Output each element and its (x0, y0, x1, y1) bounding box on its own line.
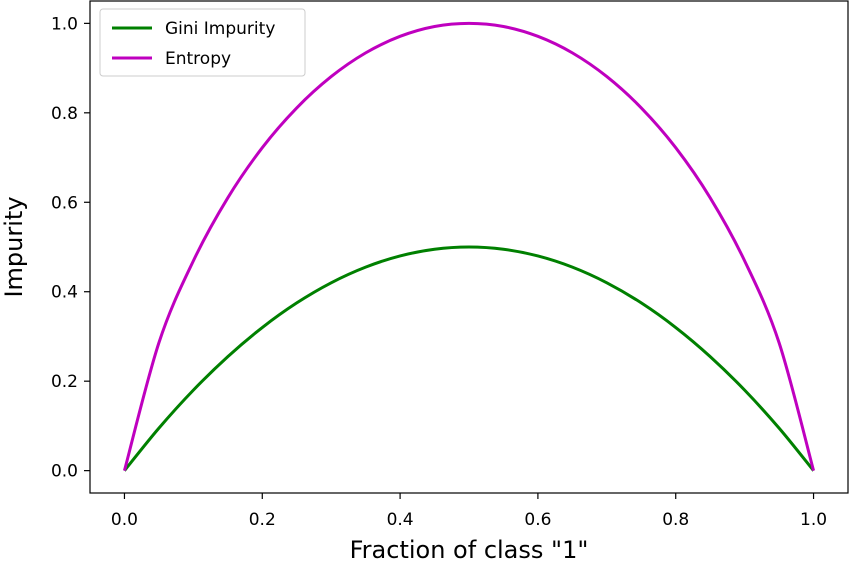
x-tick-label: 0.0 (111, 510, 138, 530)
y-axis-ticks: 0.0 0.2 0.4 0.6 0.8 1.0 (51, 14, 90, 482)
y-tick-label: 0.2 (51, 372, 78, 392)
legend-label-entropy: Entropy (165, 49, 231, 69)
x-tick-label: 0.6 (524, 510, 551, 530)
plot-frame (89, 0, 849, 494)
y-tick-label: 1.0 (51, 14, 78, 34)
x-tick-label: 1.0 (800, 510, 827, 530)
plot-lines (123, 21, 815, 472)
series-line-gini-impurity (123, 245, 815, 472)
x-axis-label: Fraction of class "1" (350, 536, 589, 564)
x-axis-ticks: 0.0 0.2 0.4 0.6 0.8 1.0 (111, 493, 827, 530)
legend: Gini Impurity Entropy (99, 8, 306, 77)
y-tick-label: 0.8 (51, 104, 78, 124)
x-tick-label: 0.8 (662, 510, 689, 530)
y-tick-label: 0.4 (51, 283, 78, 303)
legend-label-gini-impurity: Gini Impurity (165, 19, 275, 39)
y-axis-label: Impurity (0, 196, 28, 297)
y-tick-label: 0.0 (51, 462, 78, 482)
series-line-entropy (123, 21, 815, 472)
x-tick-label: 0.4 (387, 510, 414, 530)
y-tick-label: 0.6 (51, 193, 78, 213)
x-tick-label: 0.2 (249, 510, 276, 530)
